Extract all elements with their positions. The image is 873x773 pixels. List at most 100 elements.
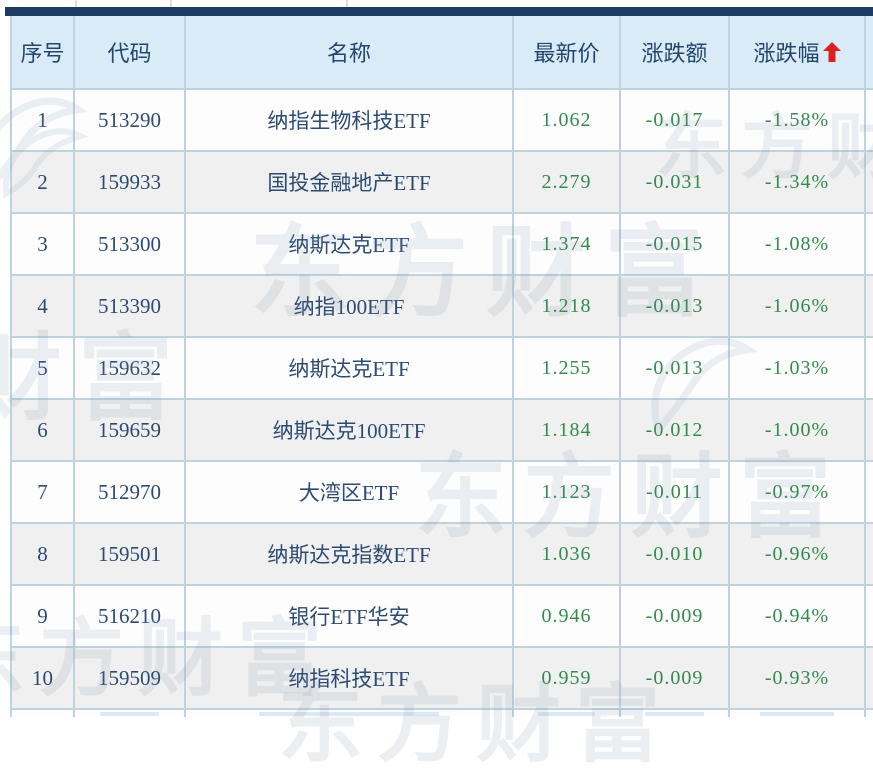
table-row[interactable]: 9 516210 银行ETF华安 0.946 -0.009 -0.94% — [12, 586, 873, 648]
cell-code: 516210 — [75, 586, 186, 648]
col-header-name[interactable]: 名称 — [186, 16, 514, 90]
cell-name: 纳斯达克100ETF — [186, 400, 514, 462]
cell-index: 10 — [12, 648, 75, 710]
col-header-pct[interactable]: 涨跌幅 — [730, 16, 866, 90]
cell-clipped — [866, 214, 873, 276]
sort-up-arrow-icon[interactable] — [822, 42, 841, 62]
cell-clipped — [621, 710, 730, 717]
cell-change: -0.009 — [621, 586, 730, 648]
table-row-clipped — [12, 710, 873, 717]
cell-clipped — [866, 586, 873, 648]
col-header-price-label: 最新价 — [533, 41, 600, 66]
cell-name: 纳指100ETF — [186, 276, 514, 338]
cell-name: 纳指科技ETF — [186, 648, 514, 710]
cell-clipped — [866, 710, 873, 717]
cell-clipped — [866, 90, 873, 152]
cell-index: 3 — [12, 214, 75, 276]
table-row[interactable]: 5 159632 纳斯达克ETF 1.255 -0.013 -1.03% — [12, 338, 873, 400]
cell-pct: -0.93% — [730, 648, 866, 710]
cell-pct: -0.97% — [730, 462, 866, 524]
table-body: 1 513290 纳指生物科技ETF 1.062 -0.017 -1.58% 2… — [12, 90, 873, 710]
cell-change: -0.010 — [621, 524, 730, 586]
cell-clipped — [866, 648, 873, 710]
table-row[interactable]: 6 159659 纳斯达克100ETF 1.184 -0.012 -1.00% — [12, 400, 873, 462]
cell-pct: -1.08% — [730, 214, 866, 276]
cell-code: 513390 — [75, 276, 186, 338]
divider — [75, 0, 77, 7]
cell-pct: -1.58% — [730, 90, 866, 152]
etf-quotes-table: 序号 代码 名称 最新价 涨跌额 涨跌幅 1 513290 纳指生物科技ETF … — [10, 16, 873, 717]
table-row[interactable]: 3 513300 纳斯达克ETF 1.374 -0.015 -1.08% — [12, 214, 873, 276]
cell-change: -0.017 — [621, 90, 730, 152]
cell-index: 6 — [12, 400, 75, 462]
cell-name: 纳斯达克ETF — [186, 214, 514, 276]
cell-code: 159632 — [75, 338, 186, 400]
cell-pct: -1.03% — [730, 338, 866, 400]
cell-price: 0.946 — [514, 586, 621, 648]
table-header: 序号 代码 名称 最新价 涨跌额 涨跌幅 — [12, 16, 873, 90]
cell-change: -0.013 — [621, 338, 730, 400]
col-header-index-label: 序号 — [20, 41, 65, 66]
cell-code: 513300 — [75, 214, 186, 276]
col-header-name-label: 名称 — [326, 41, 371, 66]
cell-pct: -1.06% — [730, 276, 866, 338]
table-row[interactable]: 1 513290 纳指生物科技ETF 1.062 -0.017 -1.58% — [12, 90, 873, 152]
cell-index: 9 — [12, 586, 75, 648]
cell-clipped — [514, 710, 621, 717]
divider — [170, 0, 172, 7]
col-header-pct-label: 涨跌幅 — [753, 41, 820, 66]
cell-index: 1 — [12, 90, 75, 152]
cell-code: 159509 — [75, 648, 186, 710]
cell-clipped — [866, 462, 873, 524]
cell-pct: -1.34% — [730, 152, 866, 214]
divider — [346, 0, 348, 7]
cell-change: -0.015 — [621, 214, 730, 276]
cell-change: -0.011 — [621, 462, 730, 524]
sort-up-arrow-path — [822, 42, 841, 62]
cell-clipped — [866, 152, 873, 214]
cell-name: 纳指生物科技ETF — [186, 90, 514, 152]
table-row[interactable]: 2 159933 国投金融地产ETF 2.279 -0.031 -1.34% — [12, 152, 873, 214]
cell-clipped — [186, 710, 514, 717]
cell-index: 7 — [12, 462, 75, 524]
cell-price: 0.959 — [514, 648, 621, 710]
cell-code: 159659 — [75, 400, 186, 462]
cell-price: 1.255 — [514, 338, 621, 400]
cell-price: 1.218 — [514, 276, 621, 338]
cell-code: 159501 — [75, 524, 186, 586]
table-row[interactable]: 8 159501 纳斯达克指数ETF 1.036 -0.010 -0.96% — [12, 524, 873, 586]
cell-clipped — [730, 710, 866, 717]
table-row[interactable]: 7 512970 大湾区ETF 1.123 -0.011 -0.97% — [12, 462, 873, 524]
cell-clipped — [866, 338, 873, 400]
cell-price: 1.062 — [514, 90, 621, 152]
cell-clipped — [866, 276, 873, 338]
cell-code: 512970 — [75, 462, 186, 524]
table-row[interactable]: 10 159509 纳指科技ETF 0.959 -0.009 -0.93% — [12, 648, 873, 710]
col-header-change-label: 涨跌额 — [641, 41, 708, 66]
cell-clipped — [866, 400, 873, 462]
cell-change: -0.012 — [621, 400, 730, 462]
cell-code: 513290 — [75, 90, 186, 152]
table-header-row: 序号 代码 名称 最新价 涨跌额 涨跌幅 — [12, 16, 873, 90]
cell-name: 国投金融地产ETF — [186, 152, 514, 214]
cell-change: -0.013 — [621, 276, 730, 338]
cell-pct: -0.96% — [730, 524, 866, 586]
table-row[interactable]: 4 513390 纳指100ETF 1.218 -0.013 -1.06% — [12, 276, 873, 338]
cell-index: 4 — [12, 276, 75, 338]
col-header-code[interactable]: 代码 — [75, 16, 186, 90]
col-header-index: 序号 — [12, 16, 75, 90]
cell-name: 大湾区ETF — [186, 462, 514, 524]
cell-price: 2.279 — [514, 152, 621, 214]
cell-clipped — [12, 710, 75, 717]
cell-price: 1.184 — [514, 400, 621, 462]
cell-name: 纳斯达克指数ETF — [186, 524, 514, 586]
cell-index: 2 — [12, 152, 75, 214]
cell-price: 1.123 — [514, 462, 621, 524]
cell-price: 1.036 — [514, 524, 621, 586]
col-header-price[interactable]: 最新价 — [514, 16, 621, 90]
cell-price: 1.374 — [514, 214, 621, 276]
col-header-change[interactable]: 涨跌额 — [621, 16, 730, 90]
cell-name: 银行ETF华安 — [186, 586, 514, 648]
cell-pct: -1.00% — [730, 400, 866, 462]
cell-pct: -0.94% — [730, 586, 866, 648]
